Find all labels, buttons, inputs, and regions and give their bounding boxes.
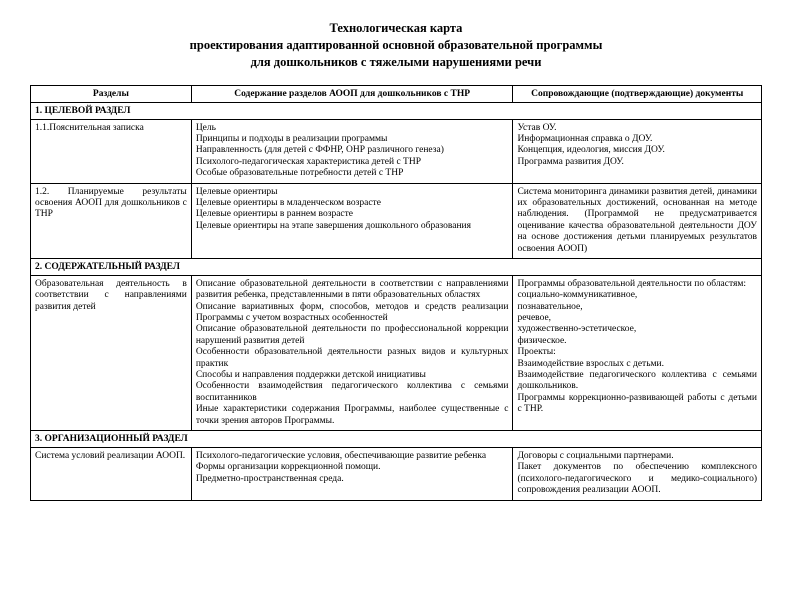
row-3-1: Система условий реализации АООП. Психоло…: [31, 448, 762, 501]
section-1-row: 1. ЦЕЛЕВОЙ РАЗДЕЛ: [31, 102, 762, 119]
r12-c2: Целевые ориентирыЦелевые ориентиры в мла…: [191, 183, 513, 258]
section-2-row: 2. СОДЕРЖАТЕЛЬНЫЙ РАЗДЕЛ: [31, 258, 762, 275]
table-header-row: Разделы Содержание разделов АООП для дош…: [31, 85, 762, 102]
r21-c3: Программы образовательной деятельности п…: [513, 275, 762, 430]
header-razdely: Разделы: [31, 85, 192, 102]
section-1-head: 1. ЦЕЛЕВОЙ РАЗДЕЛ: [31, 102, 762, 119]
r12-c1: 1.2. Планируемые результаты освоения АОО…: [31, 183, 192, 258]
r31-c2: Психолого-педагогические условия, обеспе…: [191, 448, 513, 501]
header-soderzhanie: Содержание разделов АООП для дошкольнико…: [191, 85, 513, 102]
r12-c3: Система мониторинга динамики развития де…: [513, 183, 762, 258]
title-line-3: для дошкольников с тяжелыми нарушениями …: [30, 54, 762, 71]
section-2-head: 2. СОДЕРЖАТЕЛЬНЫЙ РАЗДЕЛ: [31, 258, 762, 275]
section-3-head: 3. ОРГАНИЗАЦИОННЫЙ РАЗДЕЛ: [31, 431, 762, 448]
row-2-1: Образовательная деятельность в соответст…: [31, 275, 762, 430]
r11-c1: 1.1.Пояснительная записка: [31, 119, 192, 183]
r11-c3: Устав ОУ.Информационная справка о ДОУ.Ко…: [513, 119, 762, 183]
section-3-row: 3. ОРГАНИЗАЦИОННЫЙ РАЗДЕЛ: [31, 431, 762, 448]
title-line-2: проектирования адаптированной основной о…: [30, 37, 762, 54]
r21-c1: Образовательная деятельность в соответст…: [31, 275, 192, 430]
main-table: Разделы Содержание разделов АООП для дош…: [30, 85, 762, 501]
r11-c2: ЦельПринципы и подходы в реализации прог…: [191, 119, 513, 183]
r31-c1: Система условий реализации АООП.: [31, 448, 192, 501]
title-line-1: Технологическая карта: [30, 20, 762, 37]
page-title: Технологическая карта проектирования ада…: [30, 20, 762, 71]
r31-c3: Договоры с социальными партнерами.Пакет …: [513, 448, 762, 501]
row-1-2: 1.2. Планируемые результаты освоения АОО…: [31, 183, 762, 258]
r21-c2: Описание образовательной деятельности в …: [191, 275, 513, 430]
header-documents: Сопровождающие (подтверждающие) документ…: [513, 85, 762, 102]
row-1-1: 1.1.Пояснительная записка ЦельПринципы и…: [31, 119, 762, 183]
